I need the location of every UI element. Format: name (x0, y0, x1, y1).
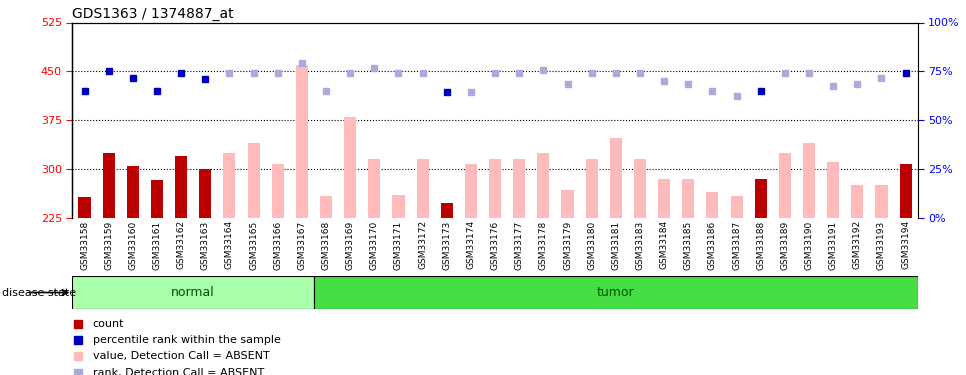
Text: tumor: tumor (597, 286, 635, 299)
Text: GSM33191: GSM33191 (829, 220, 838, 270)
Bar (314, 276, 918, 309)
Text: rank, Detection Call = ABSENT: rank, Detection Call = ABSENT (93, 368, 264, 375)
Bar (754, 178, 767, 218)
Text: GSM33177: GSM33177 (515, 220, 524, 270)
Bar (296, 65, 308, 218)
Bar (368, 159, 381, 218)
Text: GSM33176: GSM33176 (491, 220, 499, 270)
Text: percentile rank within the sample: percentile rank within the sample (93, 335, 280, 345)
Bar (658, 178, 670, 218)
Bar (779, 153, 791, 218)
Text: GSM33162: GSM33162 (177, 220, 185, 269)
Text: GSM33179: GSM33179 (563, 220, 572, 270)
Bar (102, 153, 115, 218)
Text: GSM33189: GSM33189 (781, 220, 789, 270)
Text: GSM33178: GSM33178 (539, 220, 548, 270)
Text: GSM33185: GSM33185 (684, 220, 693, 270)
Bar (344, 117, 356, 218)
Text: GSM33160: GSM33160 (128, 220, 137, 270)
Text: value, Detection Call = ABSENT: value, Detection Call = ABSENT (93, 351, 270, 361)
Bar (223, 153, 236, 218)
Bar (465, 164, 477, 218)
Text: GSM33180: GSM33180 (587, 220, 596, 270)
Text: GSM33193: GSM33193 (877, 220, 886, 270)
Text: GSM33166: GSM33166 (273, 220, 282, 270)
Text: GSM33190: GSM33190 (805, 220, 813, 270)
Bar (682, 178, 695, 218)
Text: GSM33181: GSM33181 (611, 220, 620, 270)
Bar (320, 196, 332, 217)
Bar (127, 165, 139, 218)
Text: GSM33183: GSM33183 (636, 220, 644, 270)
Bar (175, 156, 187, 218)
Bar (585, 159, 598, 218)
Bar (875, 185, 888, 218)
Text: GSM33192: GSM33192 (853, 220, 862, 269)
Text: GSM33184: GSM33184 (660, 220, 668, 269)
Bar (706, 192, 719, 217)
Text: GSM33169: GSM33169 (346, 220, 355, 270)
Text: GSM33158: GSM33158 (80, 220, 89, 270)
Text: GSM33170: GSM33170 (370, 220, 379, 270)
Text: GSM33161: GSM33161 (153, 220, 161, 270)
Bar (899, 164, 912, 218)
Text: GSM33163: GSM33163 (201, 220, 210, 270)
Text: GSM33194: GSM33194 (901, 220, 910, 269)
Bar (827, 162, 839, 218)
Bar (513, 159, 526, 218)
Bar (72, 276, 314, 309)
Bar (803, 143, 815, 218)
Text: normal: normal (171, 286, 215, 299)
Bar (271, 164, 284, 218)
Bar (489, 159, 501, 218)
Text: GSM33174: GSM33174 (467, 220, 475, 269)
Text: GSM33171: GSM33171 (394, 220, 403, 270)
Text: GDS1363 / 1374887_at: GDS1363 / 1374887_at (72, 8, 234, 21)
Text: GSM33187: GSM33187 (732, 220, 741, 270)
Text: GSM33173: GSM33173 (442, 220, 451, 270)
Bar (561, 189, 574, 217)
Text: count: count (93, 319, 125, 329)
Text: GSM33188: GSM33188 (756, 220, 765, 270)
Bar (199, 169, 212, 217)
Text: GSM33186: GSM33186 (708, 220, 717, 270)
Text: disease state: disease state (2, 288, 76, 297)
Bar (392, 195, 405, 217)
Bar (440, 202, 453, 217)
Text: GSM33172: GSM33172 (418, 220, 427, 269)
Bar (78, 197, 91, 217)
Text: GSM33167: GSM33167 (298, 220, 306, 270)
Bar (634, 159, 646, 218)
Bar (610, 138, 622, 218)
Bar (730, 196, 743, 217)
Text: GSM33168: GSM33168 (322, 220, 330, 270)
Bar (851, 185, 864, 218)
Bar (537, 153, 550, 218)
Bar (416, 159, 429, 218)
Text: GSM33159: GSM33159 (104, 220, 113, 270)
Bar (247, 143, 260, 218)
Text: GSM33165: GSM33165 (249, 220, 258, 270)
Bar (151, 180, 163, 218)
Text: GSM33164: GSM33164 (225, 220, 234, 269)
